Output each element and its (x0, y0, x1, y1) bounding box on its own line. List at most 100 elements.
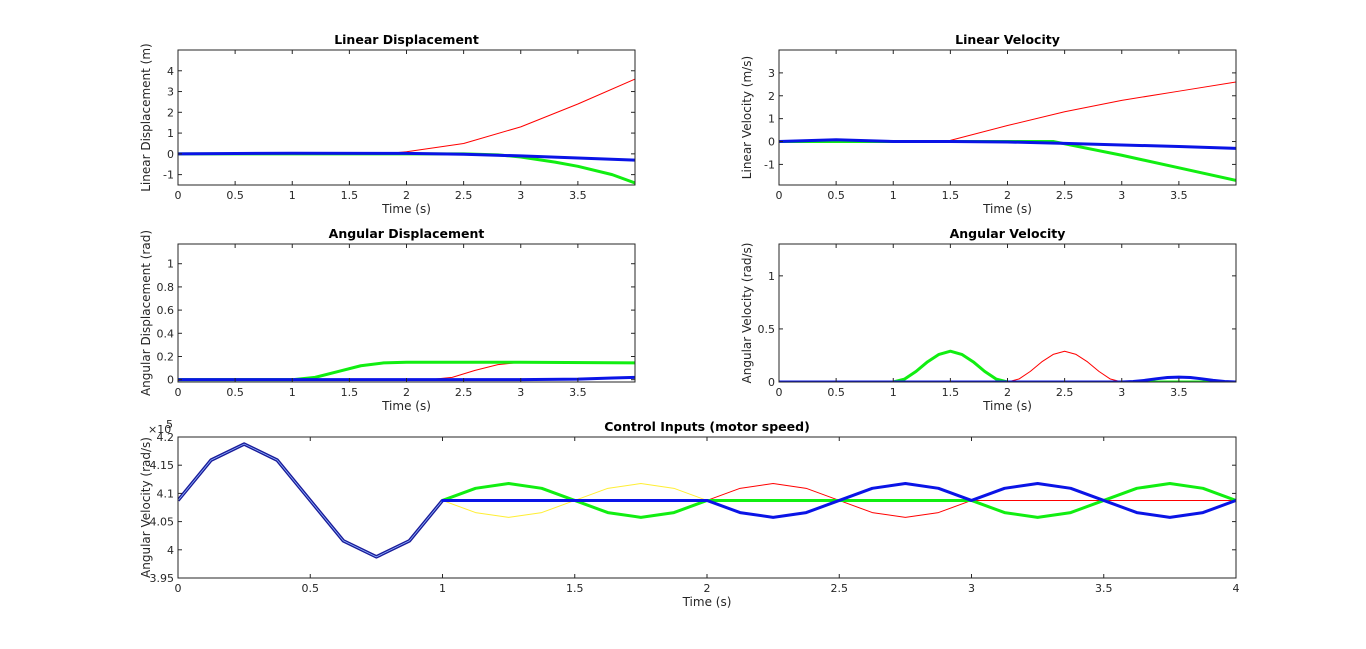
ang-vel-series-0-line (779, 350, 1236, 382)
lin-vel-xtick-label: 3.5 (1170, 189, 1188, 202)
ang-disp-ytick-label: 0.2 (157, 350, 175, 363)
control-xtick-label: 4 (1233, 582, 1240, 595)
control-series-4-line (441, 482, 1236, 519)
ang-vel-xtick-label: 0 (776, 386, 783, 399)
lin-disp-xtick-label: 2.5 (455, 189, 473, 202)
lin-disp-xtick-label: 0.5 (226, 189, 244, 202)
control-axes-box (177, 436, 1237, 579)
control-exponent-power: 5 (166, 418, 173, 431)
lin-disp-ytick-label: 0 (167, 148, 174, 161)
ang-disp-xtick-label: 2.5 (455, 386, 473, 399)
ang-disp-chart: 0 0.5 1 1.5 2 2.5 3 3.5 0 0.2 0.4 0.6 0.8 1 Angular Di… (139, 226, 636, 413)
ang-vel-xtick-label: 3.5 (1170, 386, 1188, 399)
control-chart: 0 0.5 1 1.5 2 2.5 3 3.5 4 3.95 4 4.05 4.1 4.15 4.2 Cont… (139, 418, 1240, 609)
control-ytick-label: 4.1 (157, 487, 175, 500)
ang-disp-ytick-label: 0.8 (157, 281, 175, 294)
ang-disp-xtick-label: 0.5 (226, 386, 244, 399)
lin-vel-ytick-label: 0 (768, 136, 775, 149)
ang-disp-series-0-line (178, 361, 635, 381)
control-ytick-label: 4.15 (150, 459, 175, 472)
control-ytick-label: 3.95 (150, 572, 175, 585)
ang-vel-ytick-label: 0 (768, 376, 775, 389)
lin-disp-xtick-label: 1.5 (341, 189, 359, 202)
lin-disp-ytick-label: 2 (167, 106, 174, 119)
control-series-1-line (442, 483, 1236, 518)
lin-vel-ylabel: Linear Velocity (m/s) (740, 56, 754, 179)
lin-disp-ytick-label: 3 (167, 86, 174, 99)
lin-disp-ytick-label: 4 (167, 65, 174, 78)
ang-disp-title: Angular Displacement (329, 226, 485, 241)
ang-vel-ytick-label: 1 (768, 270, 775, 283)
lin-disp-xlabel: Time (s) (381, 202, 431, 216)
control-xtick-label: 1.5 (566, 582, 584, 595)
control-xtick-label: 1 (439, 582, 446, 595)
ang-disp-xtick-label: 2 (403, 386, 410, 399)
ang-vel-xtick-label: 2 (1004, 386, 1011, 399)
control-xtick-label: 3.5 (1095, 582, 1113, 595)
lin-disp-series-2-line (178, 151, 635, 162)
ang-disp-xtick-label: 1 (289, 386, 296, 399)
lin-disp-ylabel: Linear Displacement (m) (139, 43, 153, 191)
lin-disp-xtick-label: 0 (175, 189, 182, 202)
control-xlabel: Time (s) (682, 595, 732, 609)
control-xtick-label: 0.5 (302, 582, 320, 595)
control-ytick-label: 4.2 (157, 431, 175, 444)
ang-vel-title: Angular Velocity (950, 226, 1066, 241)
lin-vel-xlabel: Time (s) (982, 202, 1032, 216)
ang-vel-chart: 0 0.5 1 1.5 2 2.5 3 3.5 0 0.5 1 Angular Velocity Tim… (740, 226, 1237, 413)
lin-vel-xtick-label: 0.5 (827, 189, 845, 202)
lin-vel-xtick-label: 2.5 (1056, 189, 1074, 202)
lin-disp-ytick-label: -1 (163, 169, 174, 182)
lin-disp-ytick-label: 1 (167, 127, 174, 140)
ang-disp-ytick-label: 1 (167, 258, 174, 271)
lin-vel-ytick-label: -1 (764, 158, 775, 171)
lin-vel-title: Linear Velocity (955, 32, 1060, 47)
control-xtick-label: 3 (968, 582, 975, 595)
ang-vel-axes-box (778, 243, 1237, 383)
ang-disp-ylabel: Angular Displacement (rad) (139, 230, 153, 396)
control-xtick-label: 0 (175, 582, 182, 595)
ang-vel-ylabel: Angular Velocity (rad/s) (740, 243, 754, 384)
control-title: Control Inputs (motor speed) (604, 419, 810, 434)
ang-vel-xtick-label: 3 (1118, 386, 1125, 399)
control-series-0-highlight (178, 443, 443, 558)
lin-vel-series-2-line (779, 138, 1236, 150)
ang-disp-xlabel: Time (s) (381, 399, 431, 413)
ang-vel-xlabel: Time (s) (982, 399, 1032, 413)
ang-vel-xtick-label: 2.5 (1056, 386, 1074, 399)
lin-vel-ytick-label: 1 (768, 113, 775, 126)
control-xtick-label: 2 (704, 582, 711, 595)
control-ylabel: Angular Velocity (rad/s) (139, 437, 153, 578)
lin-vel-ytick-label: 3 (768, 67, 775, 80)
control-ytick-label: 4.05 (150, 516, 175, 529)
ang-vel-xtick-label: 1 (890, 386, 897, 399)
control-xtick-label: 2.5 (831, 582, 849, 595)
lin-disp-xtick-label: 3.5 (569, 189, 587, 202)
lin-vel-xtick-label: 3 (1118, 189, 1125, 202)
ang-disp-ytick-label: 0.4 (157, 327, 175, 340)
control-ytick-label: 4 (167, 544, 174, 557)
ang-vel-series-1-line (779, 349, 1236, 382)
lin-vel-ytick-label: 2 (768, 90, 775, 103)
ang-disp-series-1-line (178, 360, 635, 382)
lin-disp-xtick-label: 3 (517, 189, 524, 202)
ang-vel-xtick-label: 0.5 (827, 386, 845, 399)
lin-vel-xtick-label: 2 (1004, 189, 1011, 202)
lin-vel-xtick-label: 0 (776, 189, 783, 202)
ang-vel-ytick-label: 0.5 (758, 323, 776, 336)
ang-disp-xtick-label: 3.5 (569, 386, 587, 399)
ang-disp-ytick-label: 0.6 (157, 304, 175, 317)
lin-vel-xtick-label: 1.5 (942, 189, 960, 202)
ang-disp-xtick-label: 3 (517, 386, 524, 399)
control-exponent: ×10 (148, 423, 171, 436)
lin-disp-xtick-label: 1 (289, 189, 296, 202)
ang-disp-xtick-label: 0 (175, 386, 182, 399)
lin-disp-xtick-label: 2 (403, 189, 410, 202)
lin-disp-series-0-line (178, 78, 635, 155)
lin-vel-series-0-line (779, 81, 1236, 143)
ang-vel-xtick-label: 1.5 (942, 386, 960, 399)
lin-vel-chart: 0 0.5 1 1.5 2 2.5 3 3.5 -1 0 1 2 3 Linear Velocity Tim… (740, 32, 1237, 216)
lin-disp-title: Linear Displacement (334, 32, 479, 47)
ang-disp-ytick-label: 0 (167, 374, 174, 387)
